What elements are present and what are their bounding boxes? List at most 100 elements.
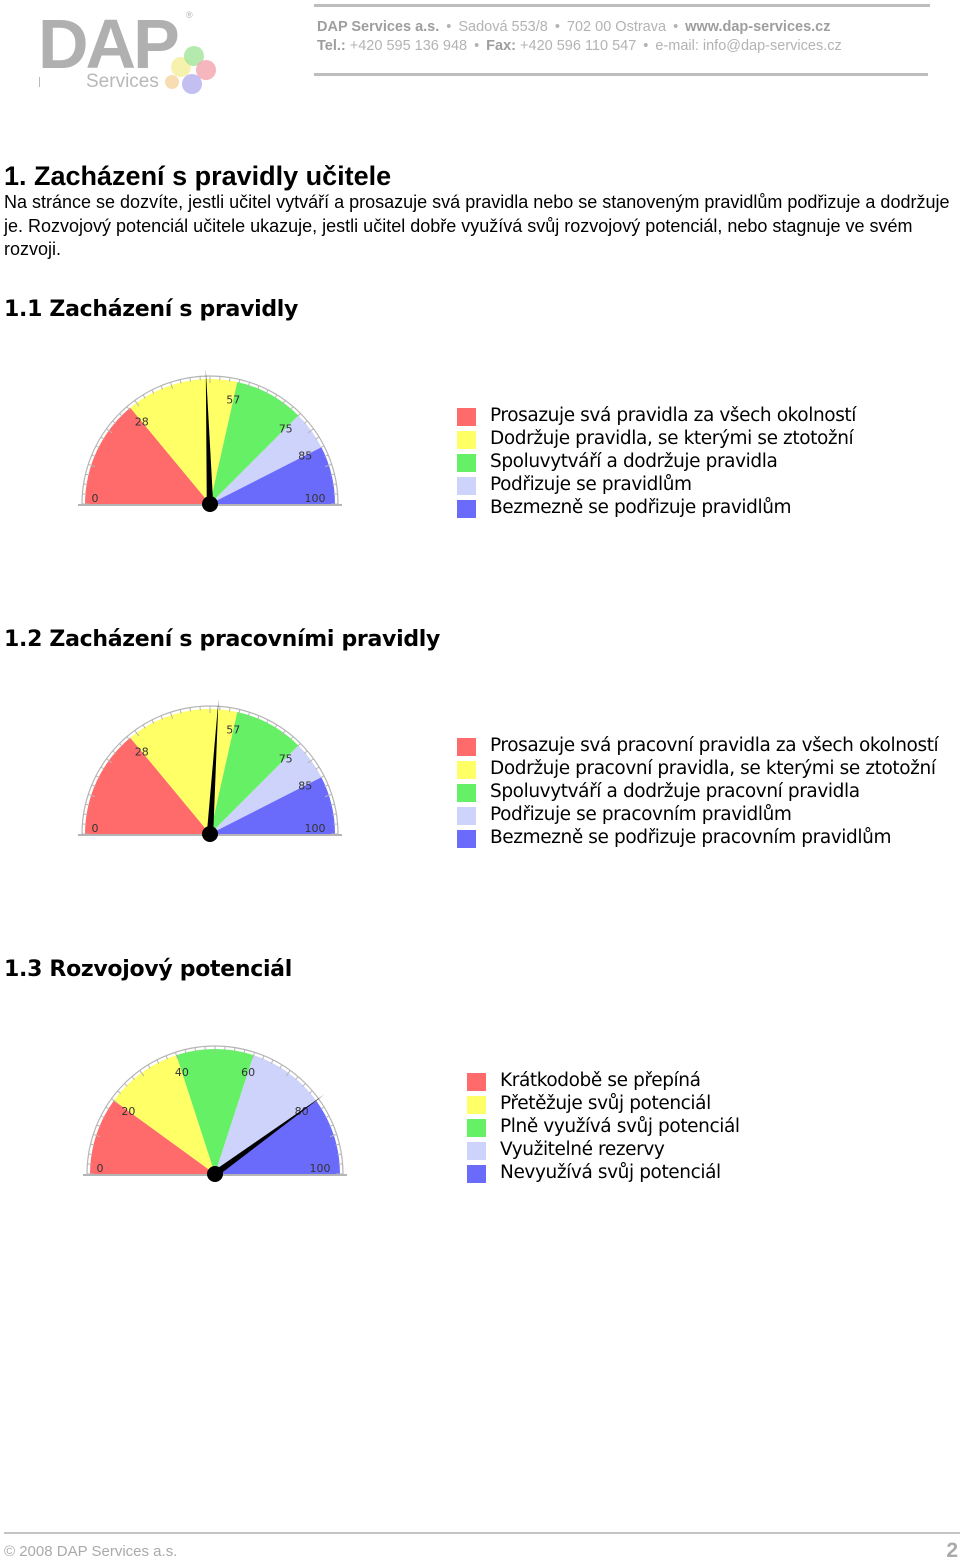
gauge-tick [88, 793, 96, 798]
gauge-tick [330, 803, 335, 806]
gauge-tick [251, 1052, 256, 1060]
fax-number: +420 596 110 547 [520, 38, 637, 54]
page-title: 1. Zacházení s pravidly učitele [4, 161, 392, 191]
gauge-sector-green [210, 382, 299, 504]
dap-services-logo: DAP ® Services [38, 5, 216, 94]
gauge-tick [119, 743, 123, 747]
gauge-sector-yellow [113, 1055, 215, 1174]
gauge-needle [213, 1094, 325, 1177]
gauge-tick [131, 1076, 135, 1081]
gauge-tick [324, 454, 329, 457]
svg-text:®: ® [186, 10, 193, 20]
legend-swatch-light-blue [467, 1142, 486, 1160]
gauge-tick [303, 750, 308, 754]
legend-swatch-light-blue [457, 477, 476, 495]
gauge-tick [332, 483, 337, 486]
page-number: 2 [946, 1539, 958, 1562]
gauge-tick [95, 445, 100, 449]
gauge-tick [335, 1143, 340, 1146]
gauge-sector-light-blue [215, 1055, 317, 1174]
gauge-tick [126, 406, 130, 411]
gauge-tick [330, 473, 335, 476]
gauge-tick [111, 1098, 118, 1104]
gauge-tick [228, 377, 231, 382]
gauge-tick [169, 712, 174, 720]
gauge-sector-light-blue [210, 415, 322, 504]
gauge-tick [106, 428, 113, 434]
legend-swatch-red [457, 408, 476, 426]
legend-swatch-red [467, 1073, 486, 1091]
header-contact-line-2: Tel.: +420 595 136 948 • Fax: +420 596 110… [317, 38, 842, 54]
section-1-1-title: 1.1 Zacházení s pravidly [4, 297, 299, 322]
address-street: Sadová 553/8 [458, 19, 548, 35]
gauge-tick [179, 379, 182, 384]
gauge-tick-label: 100 [305, 492, 326, 505]
tel-label: Tel.: [317, 38, 346, 54]
legend-label: Krátkodobě se přepíná [500, 1070, 701, 1091]
gauge-tick-label: 75 [279, 752, 293, 765]
legend-label: Dodržuje pracovní pravidla, se kterými s… [490, 758, 936, 779]
legend-swatch-yellow [457, 431, 476, 449]
legend-label: Dodržuje pravidla, se kterými se ztotožn… [490, 428, 854, 449]
gauge-tick [119, 413, 123, 417]
gauge-tick [174, 1052, 179, 1060]
gauge-tick [93, 1133, 101, 1138]
gauge-tick [262, 1055, 265, 1060]
legend-label: Podřizuje se pravidlům [490, 474, 692, 495]
gauge-tick [91, 454, 96, 457]
gauge-tick [279, 1064, 283, 1069]
footer-copyright: © 2008 DAP Services a.s. [4, 1543, 178, 1560]
gauge-tick [96, 1124, 101, 1127]
gauge-tick-label: 28 [135, 746, 149, 759]
gauge-tick-label: 0 [97, 1162, 104, 1175]
gauge-tick [315, 436, 320, 440]
gauge-tick [151, 719, 155, 724]
gauge-tick [265, 389, 269, 394]
gauge-tick [88, 1153, 93, 1156]
gauge-tick [329, 1124, 334, 1127]
gauge-needle [205, 369, 214, 505]
gauge-tick [274, 394, 278, 399]
gauge-tick [243, 1049, 246, 1054]
gauge-tick [100, 436, 105, 440]
gauge-tick [233, 1047, 236, 1052]
gauge-tick [228, 707, 231, 712]
legend-swatch-green [457, 784, 476, 802]
gauge-tick [151, 389, 155, 394]
gauge-tick [134, 730, 140, 737]
website-link[interactable]: www.dap-services.cz [685, 19, 831, 35]
gauge-tick [337, 1153, 342, 1156]
gauge-tick [320, 1106, 325, 1110]
section-1-2-title: 1.2 Zacházení s pracovními pravidly [4, 627, 441, 652]
header-contact-line-1: DAP Services a.s. • Sadová 553/8 • 702 00 Os… [317, 19, 831, 35]
email-link[interactable]: e-mail: info@dap-services.cz [655, 38, 842, 54]
header-rule-top [314, 4, 930, 7]
footer-rule [4, 1532, 960, 1534]
gauge-tick-label: 85 [298, 449, 312, 462]
fax-label: Fax: [486, 38, 516, 54]
gauge-tick [329, 1133, 337, 1138]
gauge-hub [202, 496, 218, 512]
legend-label: Plně využívá svůj potenciál [500, 1116, 740, 1137]
gauge-tick-label: 57 [226, 724, 240, 737]
legend-label: Bezmezně se podřizuje pracovním pravidlů… [490, 827, 892, 848]
gauge-tick [297, 743, 301, 747]
gauge-tick-label: 75 [279, 422, 293, 435]
gauge-tick [295, 1076, 299, 1081]
gauge-tick [325, 1115, 330, 1119]
gauge-tick [324, 793, 332, 798]
gauge-tick [142, 394, 146, 399]
gauge-sector-blue [215, 1100, 340, 1174]
gauge-tick [246, 382, 251, 390]
gauge-tick [308, 1090, 313, 1094]
gauge-hub [202, 826, 218, 842]
gauge-tick [297, 413, 301, 417]
gauge-tick [265, 719, 269, 724]
gauge-tick [332, 813, 337, 816]
gauge-rules: 0 28 57 75 85 100 [78, 369, 342, 512]
gauge-tick-label: 40 [175, 1066, 189, 1079]
gauge-tick [238, 379, 241, 384]
gauge-tick [280, 400, 286, 407]
company-name: DAP Services a.s. [317, 19, 440, 35]
gauge-tick [194, 1047, 197, 1052]
